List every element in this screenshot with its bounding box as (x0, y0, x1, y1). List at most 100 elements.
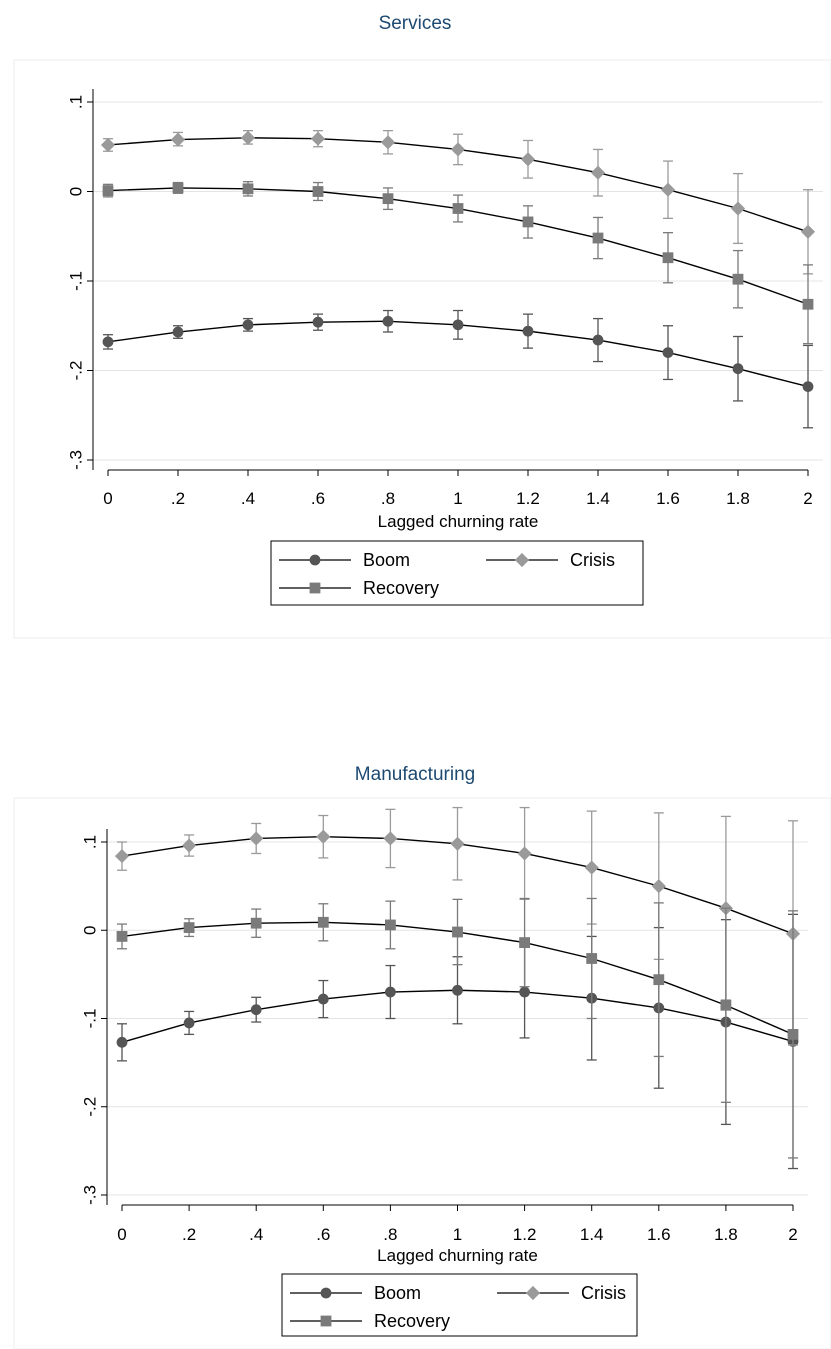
data-point-recovery (732, 273, 744, 285)
x-tick-label: 1.2 (513, 1225, 537, 1244)
series-recovery (102, 181, 814, 345)
data-point-crisis (450, 836, 465, 851)
data-point-boom (452, 319, 464, 331)
services-chart: Services .1 0 -.1 -.2 -.3 0 .2 .4 .6 .8 1 1.2 1.4 1.6 1… (0, 0, 831, 640)
data-point-boom (519, 986, 530, 998)
data-point-recovery (172, 182, 184, 194)
legend-box (270, 540, 644, 606)
x-tick-label: 1.2 (516, 489, 540, 508)
data-point-crisis (800, 224, 816, 239)
data-point-crisis (730, 201, 746, 216)
series-recovery (116, 897, 799, 1159)
x-tick-label: 1.6 (647, 1225, 671, 1244)
x-tick-label: 1 (453, 1225, 462, 1244)
legend-marker-boom (320, 1287, 332, 1299)
legend-label: Crisis (570, 550, 615, 570)
y-tick-label: .1 (67, 95, 86, 109)
plot-region-background (13, 797, 831, 1349)
data-point-boom (172, 326, 184, 338)
data-point-crisis (660, 182, 676, 197)
data-point-recovery (662, 252, 674, 264)
data-point-recovery (586, 953, 598, 964)
data-point-recovery (787, 1028, 799, 1040)
y-tick-label: -.2 (81, 1097, 100, 1117)
legend-label: Crisis (581, 1283, 626, 1303)
data-point-crisis (520, 152, 536, 167)
y-tick-label: -.1 (67, 271, 86, 291)
x-tick-label: 0 (103, 489, 112, 508)
y-tick-label: -.3 (81, 1185, 100, 1205)
data-point-recovery (519, 937, 530, 949)
legend: Boom Crisis Recovery (281, 1273, 638, 1337)
x-tick-label: 1.4 (580, 1225, 604, 1244)
x-tick-label: .6 (316, 1225, 330, 1244)
x-tick-label: 1.8 (714, 1225, 738, 1244)
x-tick-label: 1.8 (726, 489, 750, 508)
data-point-recovery (183, 922, 195, 934)
manufacturing-chart-svg: Manufacturing .1 0 -.1 -.2 -.3 0 .2 .4 .6 .8 1 1.2 1.… (13, 764, 831, 1349)
x-tick-label: .4 (241, 489, 255, 508)
legend-label: Recovery (363, 578, 439, 598)
data-point-boom (662, 347, 674, 359)
legend-label: Recovery (374, 1311, 450, 1331)
data-point-boom (452, 984, 463, 996)
data-point-boom (522, 325, 534, 337)
data-point-crisis (310, 131, 326, 146)
legend-box (281, 1273, 638, 1337)
data-point-boom (250, 1004, 262, 1016)
data-point-boom (242, 319, 254, 331)
y-tick-label: 0 (81, 926, 100, 935)
data-point-boom (382, 315, 394, 327)
legend-marker-recovery (320, 1315, 332, 1327)
data-point-recovery (317, 916, 329, 928)
data-point-recovery (452, 203, 464, 214)
data-point-crisis (114, 849, 130, 864)
data-point-crisis (240, 130, 256, 145)
data-point-recovery (802, 298, 814, 310)
chart-title: Manufacturing (355, 764, 475, 785)
data-point-recovery (720, 999, 732, 1011)
data-point-recovery (250, 917, 262, 929)
legend-marker-boom (309, 554, 321, 566)
services-chart-svg: Services .1 0 -.1 -.2 -.3 0 .2 .4 .6 .8 1 1.2 1.4 1.6 1… (13, 13, 831, 639)
y-tick-label: 0 (67, 187, 86, 196)
x-tick-label: 2 (803, 489, 812, 508)
data-point-boom (384, 986, 396, 998)
y-tick-label: -.2 (67, 361, 86, 381)
x-tick-label: .6 (311, 489, 325, 508)
data-point-crisis (380, 135, 396, 150)
data-point-boom (317, 993, 329, 1005)
x-tick-label: .8 (381, 489, 395, 508)
series-boom (102, 309, 814, 429)
y-tick-label: .1 (81, 835, 100, 849)
x-tick-label: 1.4 (586, 489, 610, 508)
data-point-boom (116, 1036, 128, 1048)
data-point-recovery (102, 185, 114, 197)
x-tick-label: .2 (182, 1225, 196, 1244)
data-point-crisis (590, 165, 606, 180)
data-point-crisis (651, 879, 666, 894)
data-point-recovery (312, 186, 324, 197)
legend-marker-crisis (514, 552, 530, 568)
data-point-crisis (170, 132, 186, 147)
legend-label: Boom (374, 1283, 421, 1303)
data-point-boom (802, 381, 814, 393)
data-point-crisis (182, 838, 197, 853)
data-point-recovery (242, 183, 254, 195)
data-point-recovery (116, 931, 128, 942)
data-point-boom (732, 363, 744, 375)
legend-marker-crisis (525, 1285, 541, 1301)
chart-title: Services (379, 13, 452, 34)
y-tick-label: -.1 (81, 1009, 100, 1029)
data-point-crisis (383, 831, 398, 846)
data-point-crisis (316, 829, 331, 844)
data-point-recovery (653, 974, 665, 986)
series-crisis (100, 129, 816, 275)
data-point-recovery (384, 919, 396, 931)
data-point-crisis (517, 846, 532, 861)
data-point-boom (592, 334, 604, 346)
x-tick-label: 1 (453, 489, 462, 508)
x-axis-title: Lagged churning rate (377, 1246, 538, 1265)
x-tick-label: .2 (171, 489, 185, 508)
x-tick-label: 0 (117, 1225, 126, 1244)
